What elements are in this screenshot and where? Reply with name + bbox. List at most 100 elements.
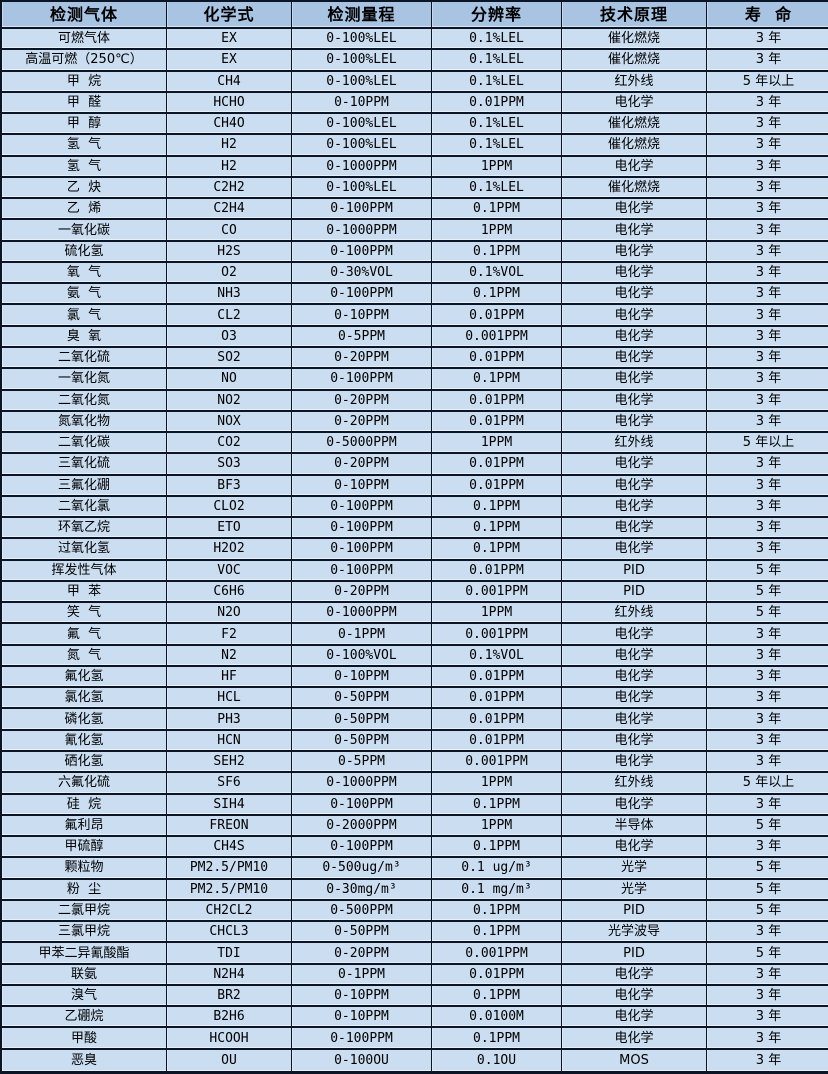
table-cell: 氢 气 xyxy=(2,156,167,178)
table-cell: 0-20PPM xyxy=(292,581,432,604)
table-cell: 0-30%VOL xyxy=(292,262,432,285)
table-cell: 5 年 xyxy=(707,900,828,923)
table-cell: 5 年 xyxy=(707,879,828,901)
table-cell: 0-500PPM xyxy=(292,900,432,923)
table-cell: 0-100%LEL xyxy=(292,135,432,157)
table-cell: 0-100PPM xyxy=(292,837,432,859)
table-cell: 催化燃烧 xyxy=(562,29,707,51)
table-cell: 3 年 xyxy=(707,752,828,774)
table-cell: 0-100%LEL xyxy=(292,71,432,93)
table-cell: 5 年以上 xyxy=(707,433,828,455)
table-cell: 0-10PPM xyxy=(292,985,432,1008)
table-cell: 笑 气 xyxy=(2,603,167,625)
table-cell: 3 年 xyxy=(707,92,828,115)
table-cell: CH4O xyxy=(167,114,292,136)
table-cell: 0.1PPM xyxy=(432,1028,562,1050)
table-cell: NOX xyxy=(167,411,292,434)
table-cell: FREON xyxy=(167,815,292,838)
table-cell: 3 年 xyxy=(707,284,828,306)
table-cell: PM2.5/PM10 xyxy=(167,858,292,880)
table-cell: 0.001PPM xyxy=(432,326,562,348)
table-cell: 0-100PPM xyxy=(292,241,432,263)
table-cell: 3 年 xyxy=(707,156,828,178)
table-cell: 一氧化氮 xyxy=(2,369,167,391)
table-cell: HF xyxy=(167,666,292,689)
table-cell: 0-5PPM xyxy=(292,326,432,348)
table-cell: 0.1PPM xyxy=(432,794,562,816)
table-cell: 三氯甲烷 xyxy=(2,922,167,944)
table-cell: 5 年 xyxy=(707,943,828,965)
table-cell: 3 年 xyxy=(707,496,828,519)
table-cell: 溴气 xyxy=(2,985,167,1008)
table-cell: 0-50PPM xyxy=(292,922,432,944)
table-cell: 0-1PPM xyxy=(292,624,432,646)
table-cell: OU xyxy=(167,1049,292,1071)
table-cell: 臭 氧 xyxy=(2,326,167,348)
table-cell: SO3 xyxy=(167,454,292,476)
table-cell: 电化学 xyxy=(562,1028,707,1050)
table-cell: 氟 气 xyxy=(2,624,167,646)
table-cell: 3 年 xyxy=(707,454,828,476)
table-cell: 甲 醇 xyxy=(2,114,167,136)
table-cell: B2H6 xyxy=(167,1007,292,1029)
table-cell: HCHO xyxy=(167,92,292,115)
table-cell: 0.01PPM xyxy=(432,475,562,497)
table-cell: 电化学 xyxy=(562,199,707,221)
table-cell: PID xyxy=(562,900,707,923)
table-cell: 0.1%LEL xyxy=(432,114,562,136)
table-cell: 0-100PPM xyxy=(292,518,432,540)
table-cell: 甲苯二异氰酸酯 xyxy=(2,943,167,965)
table-cell: 电化学 xyxy=(562,688,707,710)
table-cell: 3 年 xyxy=(707,666,828,689)
table-cell: 0.1PPM xyxy=(432,837,562,859)
table-cell: 电化学 xyxy=(562,837,707,859)
table-cell: 联氨 xyxy=(2,964,167,986)
table-cell: 3 年 xyxy=(707,1028,828,1050)
table-cell: 0.1%VOL xyxy=(432,645,562,667)
table-cell: CHCL3 xyxy=(167,922,292,944)
table-cell: VOC xyxy=(167,560,292,582)
table-cell: TDI xyxy=(167,943,292,965)
table-cell: 0-100%LEL xyxy=(292,50,432,72)
table-cell: C2H4 xyxy=(167,199,292,221)
table-cell: 3 年 xyxy=(707,262,828,285)
table-cell: 3 年 xyxy=(707,220,828,242)
column-header: 分辨率 xyxy=(432,2,562,29)
table-cell: 0.01PPM xyxy=(432,688,562,710)
table-cell: 氮氧化物 xyxy=(2,411,167,434)
table-cell: 0.001PPM xyxy=(432,752,562,774)
table-cell: 3 年 xyxy=(707,347,828,370)
table-cell: 5 年 xyxy=(707,560,828,582)
table-cell: 电化学 xyxy=(562,645,707,667)
table-cell: ETO xyxy=(167,518,292,540)
table-cell: 0.001PPM xyxy=(432,624,562,646)
table-cell: NH3 xyxy=(167,284,292,306)
table-cell: 氯 气 xyxy=(2,305,167,327)
table-cell: 氨 气 xyxy=(2,284,167,306)
table-cell: 催化燃烧 xyxy=(562,50,707,72)
table-cell: 0-10PPM xyxy=(292,1007,432,1029)
table-cell: 硅 烷 xyxy=(2,794,167,816)
table-cell: MOS xyxy=(562,1049,707,1071)
table-cell: N2H4 xyxy=(167,964,292,986)
table-cell: 0-50PPM xyxy=(292,730,432,753)
table-cell: BF3 xyxy=(167,475,292,497)
table-cell: 粉 尘 xyxy=(2,879,167,901)
table-cell: 0.1PPM xyxy=(432,284,562,306)
table-cell: SEH2 xyxy=(167,752,292,774)
table-cell: N2 xyxy=(167,645,292,667)
table-cell: 0-50PPM xyxy=(292,688,432,710)
table-cell: 二氯甲烷 xyxy=(2,900,167,923)
table-cell: 0-100%VOL xyxy=(292,645,432,667)
table-cell: 3 年 xyxy=(707,794,828,816)
table-cell: CL2 xyxy=(167,305,292,327)
table-cell: 0-1000PPM xyxy=(292,220,432,242)
table-cell: 0-100PPM xyxy=(292,496,432,519)
table-cell: 过氧化氢 xyxy=(2,539,167,561)
table-cell: 0.01PPM xyxy=(432,560,562,582)
table-cell: 3 年 xyxy=(707,177,828,200)
table-cell: 催化燃烧 xyxy=(562,135,707,157)
table-cell: EX xyxy=(167,29,292,51)
table-cell: 乙硼烷 xyxy=(2,1007,167,1029)
